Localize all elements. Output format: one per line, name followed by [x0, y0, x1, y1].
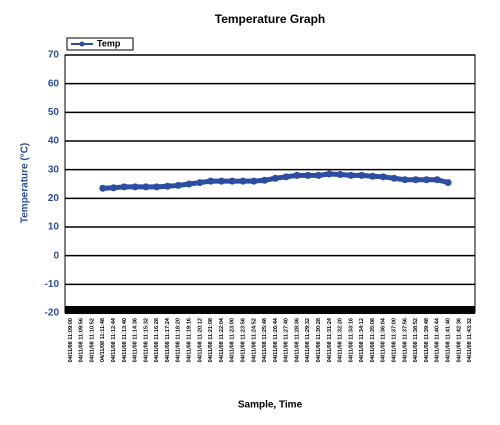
x-tick-label: 04/11/08 11:14:36 [133, 318, 139, 362]
y-tick-label: 0 [53, 250, 59, 261]
x-tick-label: 04/11/08 11:28:36 [294, 318, 300, 362]
y-axis-label: Temperature (°C) [20, 143, 31, 224]
marker [164, 182, 171, 190]
y-tick-label: 50 [48, 107, 60, 118]
x-tick-label: 04/11/08 11:36:04 [381, 317, 387, 362]
x-tick-label: 04/11/08 11:37:56 [402, 318, 408, 362]
marker [239, 177, 247, 185]
x-tick-label: 04/11/08 11:33:16 [348, 318, 354, 362]
marker [142, 183, 150, 191]
x-tick-label: 04/11/08 11:22:04 [219, 317, 225, 362]
marker [369, 172, 376, 180]
marker [174, 181, 182, 189]
y-tick-label: 40 [48, 136, 60, 147]
x-tick-label: 04/11/08 11:12:44 [111, 317, 117, 362]
marker [250, 177, 258, 185]
x-tick-label: 04/11/08 11:40:44 [435, 317, 441, 362]
x-tick-label: 04/11/08 11:16:28 [154, 318, 160, 362]
marker [293, 171, 301, 179]
y-tick-label: -20 [45, 308, 60, 319]
marker [390, 174, 398, 182]
x-tick-label: 04/11/08 11:10:52 [89, 318, 95, 362]
marker [315, 171, 323, 179]
marker [207, 177, 215, 185]
x-tick-label: 04/11/08 11:11:48 [100, 318, 106, 362]
x-tick-label: 04/11/08 11:20:12 [197, 318, 203, 362]
y-tick-label: 70 [48, 50, 60, 61]
x-tick-label: 04/11/08 11:23:56 [240, 318, 246, 362]
marker [422, 176, 430, 184]
x-tick-label: 04/11/08 11:35:08 [370, 318, 376, 362]
x-axis-label: Sample, Time [238, 400, 303, 411]
marker [444, 179, 452, 187]
x-tick-label: 04/11/08 11:13:40 [122, 318, 128, 362]
marker [110, 184, 118, 192]
y-tick-label: -10 [45, 279, 60, 290]
marker [401, 176, 409, 184]
x-tick-label: 04/11/08 11:31:24 [327, 317, 333, 362]
x-tick-label: 04/11/08 11:42:36 [456, 318, 462, 362]
x-tick-label: 04/11/08 11:24:52 [251, 318, 257, 362]
x-tick-label: 04/11/08 11:30:28 [316, 318, 322, 362]
x-tick-label: 04/11/08 11:15:32 [143, 318, 149, 362]
x-tick-label: 04/11/08 11:37:00 [392, 318, 398, 362]
x-tick-label: 04/11/08 11:43:32 [467, 318, 473, 362]
plot-area [64, 54, 476, 314]
x-tick-label: 04/11/08 11:34:12 [359, 318, 365, 362]
y-tick-label: 30 [48, 164, 60, 175]
marker [433, 176, 441, 184]
x-tick-label: 04/11/08 11:17:24 [165, 317, 171, 362]
x-tick-label: 04/11/08 11:41:40 [445, 318, 451, 362]
x-tick-label: 04/11/08 11:38:52 [413, 318, 419, 362]
marker [304, 171, 312, 179]
x-axis-band [65, 306, 475, 314]
x-tick-label: 04/11/08 11:19:16 [187, 318, 193, 362]
marker [131, 183, 139, 191]
marker [261, 176, 269, 184]
x-tick-label: 04/11/08 11:39:48 [424, 318, 430, 362]
y-tick-label: 10 [48, 222, 60, 233]
marker [271, 174, 279, 182]
marker [336, 171, 344, 179]
x-tick-label: 04/11/08 11:29:32 [305, 318, 311, 362]
x-tick-label: 04/11/08 11:26:44 [273, 317, 279, 362]
marker [153, 183, 161, 191]
marker [358, 171, 366, 179]
y-tick-label: 60 [48, 78, 60, 89]
marker [120, 183, 128, 191]
chart-title: Temperature Graph [215, 12, 325, 26]
y-tick-label: 20 [48, 193, 60, 204]
marker [379, 173, 387, 181]
x-tick-label: 04/11/08 11:21:08 [208, 318, 214, 362]
x-tick-label: 04/11/08 11:27:40 [284, 318, 290, 362]
x-tick-label: 04/11/08 11:23:00 [230, 318, 236, 362]
x-tick-label: 04/11/08 11:32:20 [338, 318, 344, 362]
x-tick-label: 04/11/08 11:18:20 [176, 318, 182, 362]
legend-label: Temp [97, 38, 121, 48]
marker [325, 170, 333, 178]
marker [347, 171, 355, 179]
x-tick-label: 04/11/08 11:09:00 [68, 318, 74, 362]
legend-marker [79, 41, 85, 47]
x-tick-label: 04/11/08 11:09:56 [79, 318, 85, 362]
marker [217, 177, 225, 185]
marker [185, 180, 193, 188]
x-tick-label: 04/11/08 11:25:48 [262, 318, 268, 362]
marker [196, 179, 204, 187]
marker [228, 177, 236, 185]
marker [412, 176, 420, 184]
marker [99, 184, 107, 192]
legend-box [66, 37, 134, 51]
marker [282, 173, 290, 181]
